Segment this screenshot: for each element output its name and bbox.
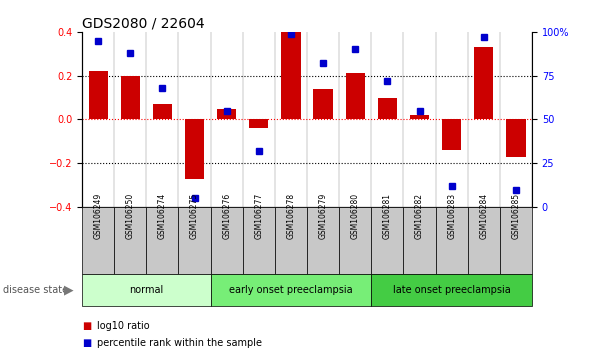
Text: GSM106284: GSM106284 (479, 193, 488, 239)
Text: normal: normal (130, 285, 164, 295)
Bar (314, 89, 333, 120)
Bar (114, 207, 147, 274)
Text: GSM106282: GSM106282 (415, 193, 424, 239)
Text: ■: ■ (82, 338, 91, 348)
Bar (378, 98, 397, 120)
Bar (339, 207, 371, 274)
Text: GSM106280: GSM106280 (351, 193, 360, 239)
Bar (307, 207, 339, 274)
Text: early onset preeclampsia: early onset preeclampsia (229, 285, 353, 295)
Text: percentile rank within the sample: percentile rank within the sample (97, 338, 262, 348)
Text: GSM106281: GSM106281 (383, 193, 392, 239)
Text: log10 ratio: log10 ratio (97, 321, 150, 331)
Text: disease state: disease state (3, 285, 68, 295)
Bar (185, 120, 204, 179)
Bar (179, 207, 210, 274)
Bar (410, 115, 429, 120)
Text: GSM106275: GSM106275 (190, 193, 199, 239)
Bar (210, 274, 371, 306)
Text: GSM106279: GSM106279 (319, 193, 328, 239)
Text: GSM106250: GSM106250 (126, 193, 135, 239)
Bar (89, 71, 108, 120)
Text: GSM106249: GSM106249 (94, 193, 103, 239)
Bar (345, 74, 365, 120)
Text: GSM106285: GSM106285 (511, 193, 520, 239)
Bar (217, 109, 237, 120)
Bar (468, 207, 500, 274)
Bar (210, 207, 243, 274)
Bar (249, 120, 269, 128)
Bar (82, 274, 210, 306)
Text: ■: ■ (82, 321, 91, 331)
Bar (153, 104, 172, 120)
Bar (282, 32, 300, 120)
Bar (120, 76, 140, 120)
Text: ▶: ▶ (64, 284, 74, 297)
Text: GSM106277: GSM106277 (254, 193, 263, 239)
Text: GSM106274: GSM106274 (158, 193, 167, 239)
Text: GSM106276: GSM106276 (222, 193, 231, 239)
Bar (371, 274, 532, 306)
Bar (275, 207, 307, 274)
Bar (500, 207, 532, 274)
Bar (371, 207, 404, 274)
Text: late onset preeclampsia: late onset preeclampsia (393, 285, 511, 295)
Bar (506, 120, 525, 157)
Text: GSM106278: GSM106278 (286, 193, 295, 239)
Text: GDS2080 / 22604: GDS2080 / 22604 (82, 17, 205, 31)
Bar (435, 207, 468, 274)
Bar (442, 120, 461, 150)
Bar (404, 207, 435, 274)
Bar (147, 207, 179, 274)
Bar (474, 47, 494, 120)
Bar (243, 207, 275, 274)
Bar (82, 207, 114, 274)
Text: GSM106283: GSM106283 (447, 193, 456, 239)
